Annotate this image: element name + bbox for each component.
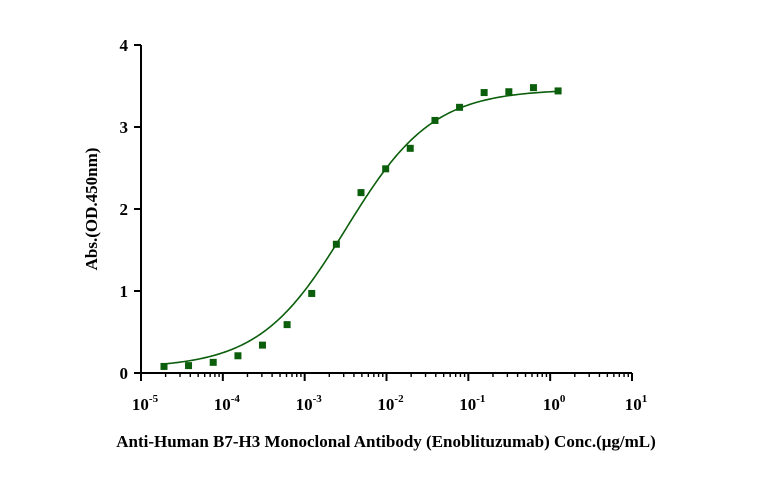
data-point	[308, 289, 316, 297]
data-point	[554, 87, 562, 95]
x-tick-label: 10-4	[214, 393, 241, 414]
x-tick-label: 100	[543, 393, 566, 414]
x-tick-label: 10-3	[296, 393, 323, 414]
data-point	[332, 240, 340, 248]
y-tick-label: 3	[120, 118, 129, 137]
x-tick-label: 10-5	[132, 393, 159, 414]
y-ticks: 0 1 2 3 4	[120, 36, 141, 383]
y-tick-label: 4	[120, 36, 129, 55]
y-tick-label: 0	[120, 364, 129, 383]
data-point	[406, 144, 414, 152]
x-tick-label: 101	[625, 393, 648, 414]
x-axis-label: Anti-Human B7-H3 Monoclonal Antibody (En…	[116, 432, 656, 451]
x-tick-label: 10-2	[377, 393, 404, 414]
y-axis-label: Abs.(OD.450nm)	[82, 148, 101, 271]
data-point	[185, 362, 193, 370]
fit-curve	[163, 90, 559, 365]
data-point	[160, 362, 168, 370]
data-point	[456, 103, 464, 111]
x-ticks: 10-5 10-4 10-3 10-2 10-1 100 101	[132, 373, 647, 414]
data-point	[283, 321, 291, 329]
x-tick-label: 10-1	[459, 393, 485, 414]
data-point	[431, 116, 439, 124]
y-tick-label: 1	[120, 282, 129, 301]
data-points	[160, 84, 562, 370]
data-point	[258, 341, 266, 349]
data-point	[357, 189, 365, 197]
plot-area: 0 1 2 3 4 10-5 10-4 10-3 10-2 10-1 100 101	[120, 36, 648, 414]
data-point	[382, 165, 390, 173]
data-point	[209, 358, 217, 366]
data-point	[480, 89, 488, 97]
y-tick-label: 2	[120, 200, 129, 219]
data-point	[505, 88, 513, 96]
data-point	[529, 84, 537, 92]
data-point	[234, 352, 242, 360]
